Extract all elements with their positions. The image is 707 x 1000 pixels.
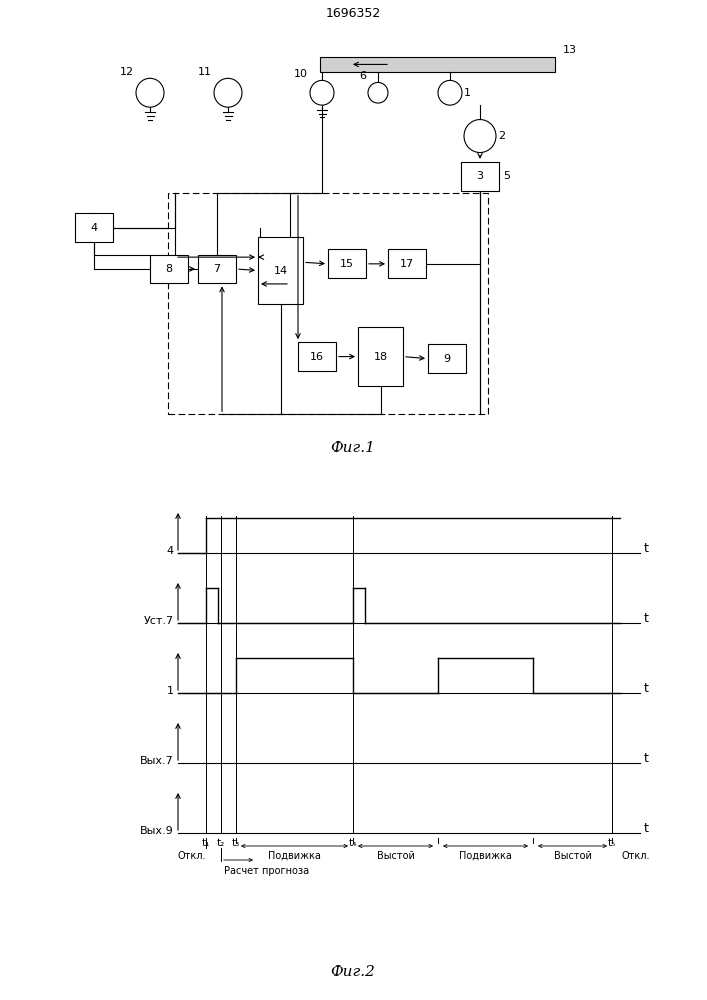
Text: Выстой: Выстой xyxy=(377,851,414,861)
Circle shape xyxy=(310,80,334,105)
Text: 12: 12 xyxy=(120,67,134,77)
Text: 1696352: 1696352 xyxy=(325,7,380,20)
Text: 17: 17 xyxy=(400,259,414,269)
Text: t₂: t₂ xyxy=(217,838,225,848)
Text: 18: 18 xyxy=(373,352,387,362)
Text: t₄: t₄ xyxy=(349,838,357,848)
Circle shape xyxy=(368,82,388,103)
Text: t: t xyxy=(644,542,649,556)
Bar xyxy=(358,327,403,386)
Text: t: t xyxy=(644,612,649,626)
Bar xyxy=(258,237,303,304)
Text: Подвижка: Подвижка xyxy=(459,851,512,861)
Text: 3: 3 xyxy=(477,171,484,181)
Text: t: t xyxy=(644,822,649,836)
Text: 11: 11 xyxy=(198,67,212,77)
Text: 16: 16 xyxy=(310,352,324,362)
Bar xyxy=(461,162,499,191)
Text: Расчет прогноза: Расчет прогноза xyxy=(224,866,309,876)
Bar xyxy=(168,193,488,414)
Circle shape xyxy=(136,78,164,107)
Bar xyxy=(320,57,555,72)
Text: 14: 14 xyxy=(274,266,288,276)
Bar xyxy=(198,255,236,283)
Bar xyxy=(150,255,188,283)
Text: 1: 1 xyxy=(464,88,471,98)
Circle shape xyxy=(214,78,242,107)
Text: Откл.: Откл. xyxy=(622,851,650,861)
Text: Подвижка: Подвижка xyxy=(268,851,321,861)
Text: Фиг.1: Фиг.1 xyxy=(331,441,375,455)
Text: Фиг.2: Фиг.2 xyxy=(331,965,375,979)
Text: 1: 1 xyxy=(167,686,174,696)
Bar xyxy=(388,249,426,278)
Text: 13: 13 xyxy=(563,45,577,55)
Text: Откл.: Откл. xyxy=(177,851,206,861)
Text: t: t xyxy=(644,752,649,766)
Text: 6: 6 xyxy=(359,71,366,81)
Text: 2: 2 xyxy=(498,131,505,141)
Text: t: t xyxy=(644,682,649,696)
Text: 7: 7 xyxy=(214,264,221,274)
Bar xyxy=(428,344,466,373)
Text: 5: 5 xyxy=(503,171,510,181)
Text: 4: 4 xyxy=(90,223,98,233)
Circle shape xyxy=(464,120,496,153)
Text: Вых.7: Вых.7 xyxy=(140,756,174,766)
Text: 4: 4 xyxy=(167,546,174,556)
Text: 10: 10 xyxy=(294,69,308,79)
Bar xyxy=(298,342,336,371)
Text: Вых.9: Вых.9 xyxy=(140,826,174,836)
Text: t₁: t₁ xyxy=(201,838,210,848)
Text: 8: 8 xyxy=(165,264,173,274)
Text: Выстой: Выстой xyxy=(554,851,592,861)
Bar xyxy=(328,249,366,278)
Text: Уст.7: Уст.7 xyxy=(144,616,174,626)
Circle shape xyxy=(438,80,462,105)
Bar xyxy=(75,213,113,242)
Text: 15: 15 xyxy=(340,259,354,269)
Text: t₃: t₃ xyxy=(232,838,240,848)
Text: t₅: t₅ xyxy=(608,838,616,848)
Text: 9: 9 xyxy=(443,354,450,364)
